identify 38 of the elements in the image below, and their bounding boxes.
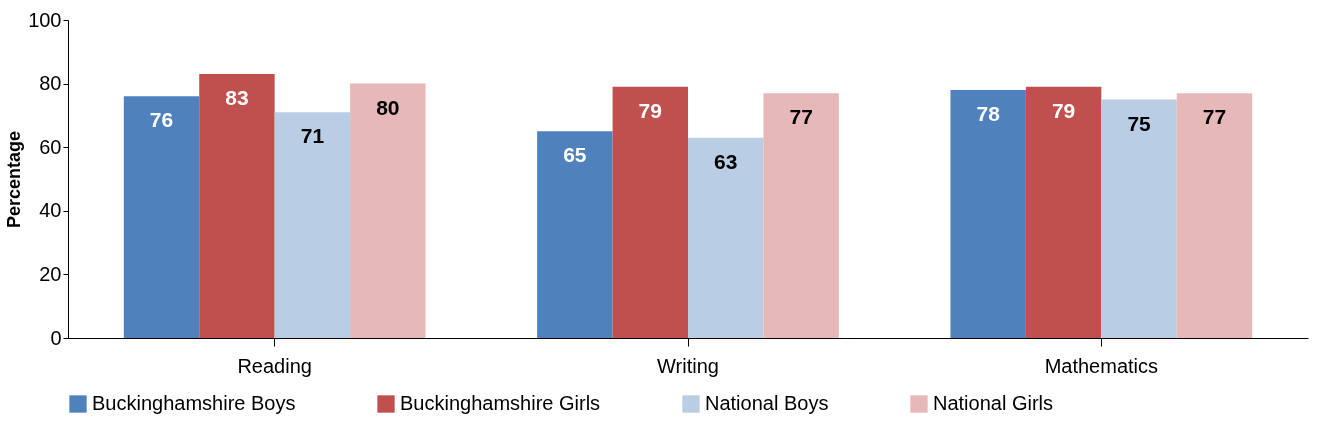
data-label: 78 [976, 101, 1001, 125]
bar [123, 96, 200, 338]
x-tick-label: Writing [657, 354, 719, 377]
data-label: 79 [1051, 98, 1076, 122]
data-label: 77 [789, 105, 813, 129]
data-label: 83 [225, 86, 249, 110]
data-label: 65 [563, 143, 587, 167]
data-label: 77 [1202, 105, 1227, 129]
legend-label: Buckinghamshire Boys [92, 392, 296, 414]
bar [1176, 93, 1253, 338]
y-tick-label: 20 [39, 262, 62, 285]
data-label: 71 [300, 124, 325, 148]
data-label: 79 [638, 98, 662, 122]
y-tick-label: 0 [50, 326, 62, 349]
bar [688, 137, 764, 338]
data-label: 80 [376, 95, 400, 119]
y-tick-label: 40 [39, 199, 62, 222]
data-label: 76 [149, 108, 174, 132]
legend-label: Buckinghamshire Girls [400, 392, 601, 414]
bar [199, 74, 275, 338]
bar [1101, 99, 1177, 338]
bar [274, 112, 351, 338]
legend-label: National Girls [933, 392, 1054, 414]
y-tick-label: 80 [39, 72, 62, 95]
bar [612, 86, 688, 338]
data-label: 63 [714, 149, 738, 173]
x-tick-label: Mathematics [1044, 354, 1159, 377]
legend-label: National Boys [705, 392, 829, 414]
x-tick-label: Reading [237, 354, 312, 377]
data-label: 75 [1127, 111, 1152, 135]
bar [1025, 86, 1102, 338]
y-tick-label: 100 [28, 8, 62, 31]
bar [537, 131, 613, 338]
bar [950, 89, 1026, 338]
y-tick-label: 60 [39, 135, 62, 158]
bar [350, 83, 426, 338]
y-axis-title: Percentage [4, 130, 25, 229]
bar [763, 93, 839, 338]
